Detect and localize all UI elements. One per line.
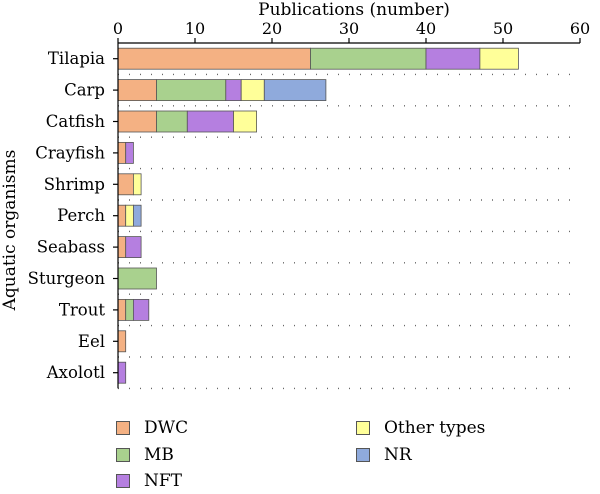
y-axis-title: Aquatic organisms (0, 150, 20, 312)
category-label: Tilapia (48, 49, 105, 68)
x-tick-label: 60 (570, 19, 590, 38)
bar-segment-dwc (117, 173, 134, 196)
bar-segment-mb (125, 298, 134, 321)
bar-segment-other-types (233, 110, 258, 133)
bar-segment-dwc (117, 330, 127, 353)
y-axis-labels: Tilapia Carp Catfish Crayfish Shrimp Perch Sea… (28, 49, 118, 382)
x-tick-label: 10 (185, 19, 205, 38)
bar-segment-dwc (117, 47, 311, 70)
bar-segment-dwc (117, 141, 127, 164)
grid-lines (118, 73, 580, 390)
bar-segment-nft (132, 298, 150, 321)
bar-segment-nr (132, 204, 142, 227)
bar-segment-dwc (117, 236, 127, 259)
x-tick-label: 50 (493, 19, 513, 38)
category-label: Crayfish (35, 143, 105, 162)
bar-segment-dwc (117, 204, 127, 227)
category-label: Carp (64, 81, 105, 100)
bar-segment-other-types (132, 173, 142, 196)
bar-segment-mb (117, 267, 157, 290)
x-tick-label: 40 (416, 19, 436, 38)
x-axis-ticks: 0 10 20 30 40 50 60 (113, 19, 590, 43)
bar-segment-nft (225, 79, 242, 101)
category-label: Eel (78, 332, 105, 351)
bar-segment-nr (263, 79, 327, 101)
x-axis-title: Publications (number) (258, 0, 450, 20)
bar-segment-nft (125, 141, 134, 164)
bar-segment-other-types (125, 204, 134, 227)
bars-group (117, 47, 519, 384)
category-label: Perch (57, 206, 105, 225)
bar-segment-nft (186, 110, 234, 133)
x-tick-label: 30 (339, 19, 359, 38)
x-tick-label: 0 (113, 19, 123, 38)
category-label: Seabass (37, 238, 105, 257)
bar-segment-other-types (240, 79, 265, 101)
category-label: Trout (59, 300, 105, 319)
bar-segment-dwc (117, 79, 157, 101)
category-label: Catfish (46, 112, 106, 131)
category-label: Shrimp (44, 175, 105, 194)
bar-segment-mb (156, 110, 188, 133)
bar-segment-dwc (117, 110, 157, 133)
bar-segment-dwc (117, 298, 127, 321)
x-tick-label: 20 (262, 19, 282, 38)
bar-segment-nft (125, 236, 142, 259)
bar-segment-nft (117, 361, 127, 384)
bar-segment-mb (156, 79, 227, 101)
category-label: Sturgeon (28, 269, 106, 288)
bar-segment-mb (310, 47, 427, 70)
category-label: Axolotl (46, 363, 105, 382)
bar-segment-nft (425, 47, 481, 70)
bar-segment-other-types (479, 47, 519, 70)
